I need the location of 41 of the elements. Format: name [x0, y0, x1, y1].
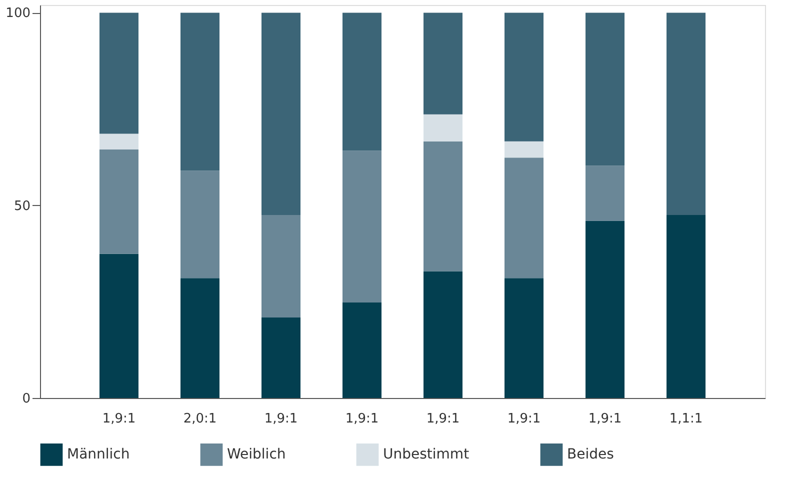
- bar: [504, 278, 544, 398]
- bar: [261, 317, 300, 398]
- bar: [504, 12, 544, 142]
- legend-label: Männlich: [67, 446, 130, 463]
- x-tick-label: 1,9:1: [102, 412, 136, 426]
- legend-label: Weiblich: [227, 446, 286, 463]
- x-tick-label: 1,9:1: [345, 412, 379, 426]
- bar: [180, 170, 220, 278]
- x-tick-label: 1,1:1: [669, 412, 703, 426]
- x-tick-label: 2,0:1: [183, 412, 217, 426]
- x-tick-label: 1,9:1: [426, 412, 460, 426]
- bar: [586, 220, 625, 398]
- bar: [342, 150, 382, 302]
- legend-label: Beides: [567, 446, 614, 463]
- bar: [586, 166, 625, 221]
- bar: [261, 214, 300, 318]
- x-tick-label: 1,9:1: [507, 412, 541, 426]
- bar: [180, 278, 220, 398]
- bar: [424, 12, 463, 114]
- x-tick-label: 1,9:1: [588, 412, 622, 426]
- bar: [666, 214, 706, 398]
- y-tick-label: 0: [22, 392, 30, 406]
- bar: [342, 302, 382, 398]
- bar: [666, 12, 706, 215]
- bar: [424, 141, 463, 272]
- y-tick-label: 100: [6, 6, 30, 22]
- bar: [424, 114, 463, 142]
- bar: [504, 141, 544, 158]
- bar: [504, 158, 544, 278]
- bar: [342, 12, 382, 151]
- bar: [261, 12, 300, 215]
- legend-label: Unbestimmt: [383, 446, 470, 463]
- x-tick-label: 1,9:1: [264, 412, 298, 426]
- bar: [99, 254, 138, 398]
- bar: [180, 12, 220, 171]
- bar: [586, 12, 625, 166]
- bar: [99, 12, 138, 134]
- bar: [99, 134, 138, 150]
- bar: [424, 271, 463, 398]
- y-tick-label: 50: [14, 198, 30, 214]
- bar: [99, 149, 138, 254]
